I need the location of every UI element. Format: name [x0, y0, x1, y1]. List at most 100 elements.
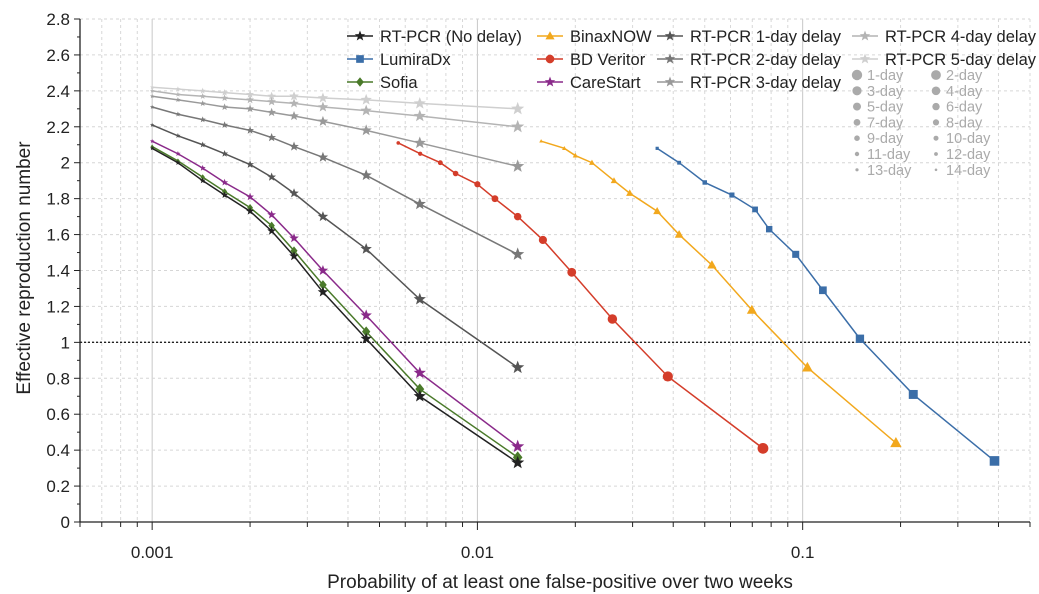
y-tick-label: 2.4	[46, 82, 70, 101]
data-point	[289, 110, 299, 121]
size-legend-marker	[933, 135, 939, 141]
data-point	[317, 115, 329, 126]
y-tick-label: 1.8	[46, 190, 70, 209]
series-rt-pcr-no-delay-	[149, 146, 525, 469]
data-point	[149, 104, 155, 109]
series-rt-pcr-3-day-delay	[149, 93, 525, 172]
data-point	[289, 91, 299, 101]
data-point	[289, 233, 299, 243]
data-point	[607, 314, 618, 324]
size-legend-item: 12-day	[934, 147, 991, 163]
data-point	[538, 235, 548, 245]
data-point	[452, 170, 459, 177]
size-legend-label: 11-day	[867, 147, 911, 163]
data-point	[267, 107, 277, 117]
data-point	[539, 139, 544, 143]
data-point	[149, 146, 155, 151]
data-point	[572, 152, 578, 158]
y-tick-label: 0.6	[46, 405, 70, 424]
data-point	[511, 455, 525, 469]
data-point	[413, 197, 426, 210]
x-axis-label: Probability of at least one false-positi…	[327, 572, 793, 593]
data-point	[199, 177, 206, 184]
data-point	[317, 286, 329, 297]
data-point	[511, 360, 525, 374]
data-point	[199, 116, 206, 123]
data-point	[413, 96, 426, 109]
legend-item: Sofia	[347, 74, 418, 92]
data-point	[199, 93, 206, 99]
size-legend-marker	[932, 119, 940, 126]
legend: RT-PCR (No delay) LumiraDx Sofia BinaxNOW BD…	[347, 28, 1037, 179]
data-point	[511, 247, 525, 260]
series-rt-pcr-5-day-delay	[149, 84, 525, 115]
data-point	[221, 191, 229, 199]
data-point	[149, 138, 155, 144]
size-legend-item: 13-day	[855, 163, 912, 179]
legend-item: RT-PCR 4-day delay	[852, 28, 1037, 46]
data-point	[677, 160, 682, 165]
size-legend-label: 14-day	[946, 163, 991, 179]
data-point	[511, 119, 525, 133]
size-legend-item: 2-day	[931, 68, 983, 84]
data-point	[200, 174, 205, 180]
data-point	[513, 212, 522, 221]
legend-item: RT-PCR 5-day delay	[852, 51, 1037, 69]
data-point	[362, 326, 371, 337]
legend-swatch-marker	[664, 30, 676, 41]
series-line	[397, 142, 764, 449]
data-point	[792, 250, 800, 258]
data-point	[268, 221, 275, 230]
size-legend-item: 5-day	[853, 100, 904, 116]
data-point	[655, 146, 659, 150]
data-point	[175, 133, 181, 138]
legend-label: CareStart	[570, 74, 641, 92]
data-point	[289, 188, 299, 198]
series-carestart	[149, 138, 525, 453]
data-point	[589, 159, 595, 165]
data-point	[729, 192, 735, 198]
legend-swatch-marker	[356, 77, 364, 87]
legend-label: BD Veritor	[570, 51, 646, 69]
data-point	[360, 124, 372, 136]
data-point	[413, 136, 426, 149]
y-tick-label: 2.6	[46, 46, 70, 65]
data-point	[511, 439, 525, 453]
data-point	[653, 207, 662, 215]
data-point	[149, 88, 155, 93]
data-point	[221, 121, 229, 128]
data-point	[360, 242, 372, 254]
data-point	[317, 92, 329, 103]
data-point	[317, 101, 329, 112]
size-legend-marker	[854, 135, 860, 141]
data-point	[246, 95, 254, 104]
data-point	[246, 207, 254, 215]
size-legend-marker	[851, 69, 863, 81]
data-point	[317, 264, 329, 275]
legend-swatch-marker	[356, 55, 364, 63]
y-tick-label: 2	[61, 154, 70, 173]
series-layer	[149, 84, 1000, 469]
data-point	[267, 91, 277, 100]
data-point	[757, 442, 769, 454]
data-point	[674, 230, 684, 238]
data-point	[317, 151, 329, 162]
data-point	[511, 159, 525, 172]
data-point	[360, 93, 372, 105]
data-point	[246, 90, 254, 98]
size-legend-marker	[852, 86, 862, 96]
size-legend-marker	[932, 102, 940, 111]
series-sofia	[150, 144, 523, 464]
size-legend-marker	[853, 119, 861, 126]
legend-item: BinaxNOW	[537, 28, 652, 46]
data-point	[175, 111, 181, 117]
legend-label: RT-PCR 2-day delay	[690, 51, 842, 69]
series-bd-veritor	[396, 141, 769, 454]
data-point	[221, 150, 229, 157]
y-tick-label: 1	[61, 333, 70, 352]
size-legend-label: 13-day	[867, 163, 912, 179]
size-legend-label: 5-day	[867, 100, 904, 116]
series-lumiradx	[655, 146, 1000, 466]
data-point	[289, 251, 299, 261]
data-point	[707, 260, 717, 269]
